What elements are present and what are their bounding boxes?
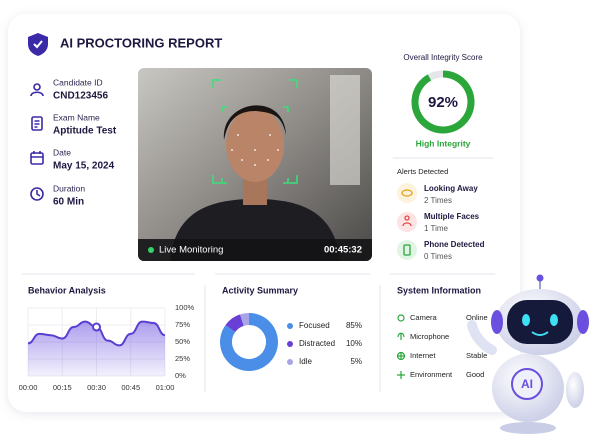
alert-count: 2 Times: [424, 196, 452, 205]
system-value: Stable: [466, 351, 487, 360]
y-tick-label: 50%: [175, 337, 190, 346]
alert-count: 0 Times: [424, 252, 452, 261]
video-feed: [138, 68, 372, 261]
info-label: Exam Name: [53, 112, 100, 122]
alert-count: 1 Time: [424, 224, 449, 233]
faces-icon: [402, 215, 412, 227]
phone-icon: [403, 244, 411, 256]
x-tick-label: 00:30: [87, 383, 106, 392]
donut-segment: [225, 314, 245, 333]
system-value: Online: [466, 313, 488, 322]
x-tick-label: 00:15: [53, 383, 72, 392]
y-tick-label: 100%: [175, 303, 195, 312]
alert-icon: [397, 183, 417, 203]
info-label: Date: [53, 147, 71, 157]
check-icon: [33, 40, 43, 49]
activity-title: Activity Summary: [222, 285, 298, 295]
alert-icon: [397, 240, 417, 260]
legend-label: Distracted: [299, 339, 335, 348]
ring-value: [411, 70, 475, 134]
integrity-status: High Integrity: [416, 138, 471, 148]
info-icons: [30, 83, 44, 201]
info-value: May 15, 2024: [53, 161, 115, 172]
alert-label: Multiple Faces: [424, 212, 480, 221]
y-tick-label: 25%: [175, 354, 190, 363]
donut-segment: [220, 313, 278, 371]
alerts-title: Alerts Detected: [397, 167, 448, 176]
header-title: AI PROCTORING REPORT: [60, 35, 222, 50]
robot-label: AI: [521, 377, 533, 391]
system-label: Environment: [410, 370, 453, 379]
x-tick-label: 00:00: [19, 383, 38, 392]
y-tick-label: 0%: [175, 371, 186, 380]
integrity-ring: [411, 70, 475, 134]
donut-segment: [240, 313, 250, 326]
system-title: System Information: [397, 285, 481, 295]
x-tick-label: 01:00: [156, 383, 175, 392]
alert-icon: [397, 212, 417, 232]
system-icons: [396, 314, 406, 379]
robot: [467, 274, 589, 434]
legend-dot: [287, 341, 293, 347]
legend-value: 10%: [346, 339, 362, 348]
system-label: Microphone: [410, 332, 449, 341]
info-value: 60 Min: [53, 197, 84, 208]
alert-label: Looking Away: [424, 184, 478, 193]
legend-dot: [287, 359, 293, 365]
highlight-point: [92, 322, 101, 332]
info-value: CND123456: [53, 91, 108, 102]
legend-dot: [287, 323, 293, 329]
legend-label: Idle: [299, 357, 312, 366]
activity-chart: Focused 85% Distracted 10% Idle 5%: [220, 313, 362, 371]
info-label: Duration: [53, 183, 85, 193]
integrity-title: Overall Integrity Score: [403, 53, 483, 62]
area: [28, 321, 165, 376]
behavior-chart: 0% 25% 50% 75% 100% 00:00 00:15 00:30 00:45 01:00: [19, 303, 195, 392]
legend-value: 85%: [346, 321, 362, 330]
integrity-value: 92%: [428, 94, 458, 111]
video-status: Live Monitoring: [159, 245, 223, 256]
legend-label: Focused: [299, 321, 330, 330]
video-time: 00:45:32: [324, 245, 362, 256]
legend-value: 5%: [350, 357, 362, 366]
x-tick-label: 00:45: [121, 383, 140, 392]
behavior-title: Behavior Analysis: [28, 285, 106, 295]
system-label: Camera: [410, 313, 438, 322]
system-label: Internet: [410, 351, 436, 360]
system-value: Good: [466, 370, 484, 379]
info-value: Aptitude Test: [53, 126, 117, 137]
alert-label: Phone Detected: [424, 240, 485, 249]
eye-icon: [401, 189, 413, 197]
info-label: Candidate ID: [53, 77, 103, 87]
y-tick-label: 75%: [175, 320, 190, 329]
